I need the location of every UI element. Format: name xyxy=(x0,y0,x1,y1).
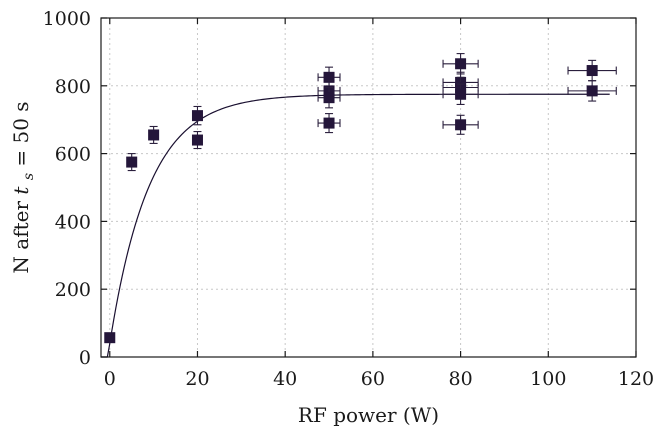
data-point xyxy=(126,153,138,172)
y-tick-label: 800 xyxy=(55,76,91,98)
x-tick-label: 100 xyxy=(530,368,566,390)
plot-frame xyxy=(100,17,637,358)
data-point xyxy=(442,114,479,135)
data-marker xyxy=(126,156,138,168)
data-marker xyxy=(104,332,116,344)
x-tick-label: 60 xyxy=(361,368,385,390)
y-tick-label: 200 xyxy=(55,279,91,301)
x-tick-label: 80 xyxy=(448,368,472,390)
x-axis-label: RF power (W) xyxy=(298,403,439,427)
data-point xyxy=(191,105,203,126)
y-tick-label: 1000 xyxy=(43,8,91,30)
x-tick-label: 0 xyxy=(104,368,116,390)
tick-labels: 0 20 40 60 80 100 120 0 200 400 600 800 1000 xyxy=(43,8,654,390)
x-tick-label: 120 xyxy=(618,368,654,390)
x-tick-label: 40 xyxy=(273,368,297,390)
data-point xyxy=(567,80,617,102)
y-axis-label-prefix: N after xyxy=(9,195,33,274)
y-axis-label-suffix: = 50 s xyxy=(9,101,33,166)
data-point xyxy=(442,53,479,75)
y-axis-label-var: t xyxy=(9,186,33,195)
gridlines xyxy=(101,18,636,357)
data-point xyxy=(567,59,617,82)
data-marker xyxy=(323,71,335,83)
y-tick-label: 400 xyxy=(55,211,91,233)
data-points xyxy=(104,53,617,344)
data-marker xyxy=(455,58,467,70)
data-point xyxy=(317,86,341,109)
fit-curve xyxy=(101,93,610,358)
data-marker xyxy=(323,117,335,129)
data-marker xyxy=(586,85,598,97)
y-axis-label: N after t s = 50 s xyxy=(9,101,38,273)
data-point xyxy=(442,83,479,105)
data-marker xyxy=(323,92,335,104)
data-point xyxy=(104,332,116,344)
data-marker xyxy=(455,119,467,131)
data-marker xyxy=(191,110,203,122)
data-point xyxy=(317,113,341,134)
data-point xyxy=(148,125,160,144)
x-tick-label: 20 xyxy=(185,368,209,390)
y-axis-label-sub: s xyxy=(21,173,37,180)
y-tick-label: 600 xyxy=(55,144,91,166)
data-marker xyxy=(148,129,160,141)
fit-curve-group xyxy=(101,93,610,358)
data-marker xyxy=(586,65,598,77)
data-marker xyxy=(191,134,203,146)
data-marker xyxy=(455,88,467,100)
y-tick-label: 0 xyxy=(79,347,91,369)
data-point xyxy=(191,131,203,150)
axis-ticks xyxy=(101,17,637,358)
